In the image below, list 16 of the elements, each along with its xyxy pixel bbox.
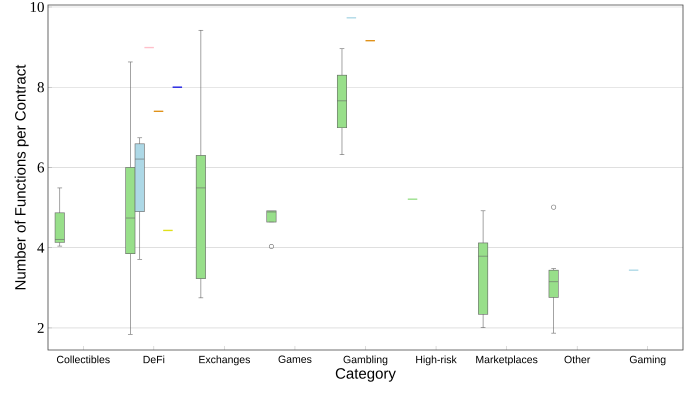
x-tick-label: Exchanges — [199, 356, 250, 366]
y-tick-label: 4 — [37, 242, 44, 253]
x-tick-label: Marketplaces — [476, 356, 538, 366]
x-tick-label: Collectibles — [56, 356, 110, 364]
y-tick-label: 2 — [38, 322, 44, 333]
x-axis-title: Category — [336, 368, 396, 382]
x-tick-label: Gambling — [344, 356, 388, 366]
x-tick-label: High-risk — [416, 356, 457, 366]
x-tick-label: Games — [278, 356, 312, 363]
x-tick-label: Gaming — [630, 356, 666, 366]
x-tick-label: Other — [564, 356, 590, 364]
y-tick-label: 10 — [30, 2, 44, 12]
y-tick-label: 8 — [38, 82, 44, 92]
x-tick-label: DeFi — [144, 356, 164, 364]
y-axis-title: Number of Functions per Contract — [14, 64, 29, 290]
y-tick-label: 6 — [38, 162, 44, 173]
